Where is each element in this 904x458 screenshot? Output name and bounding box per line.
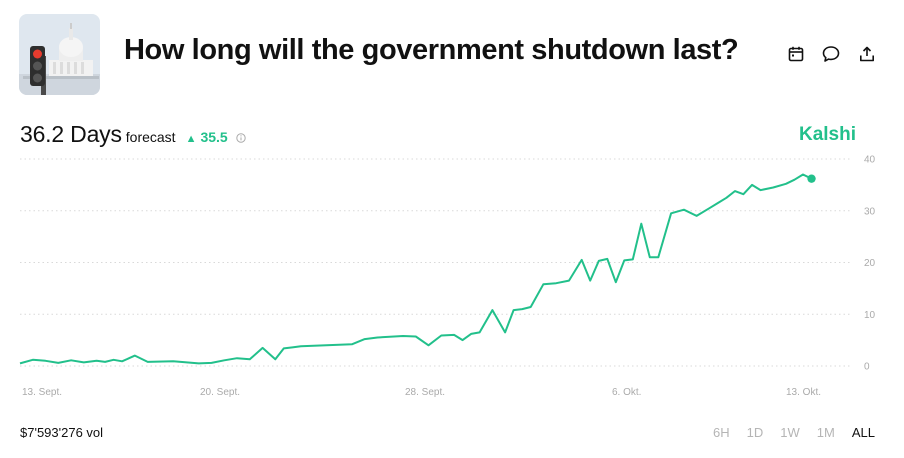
y-tick-label: 40 [864,155,876,166]
x-tick-label: 28. Sept. [405,387,445,398]
forecast-summary: 36.2 Days forecast ▲ 35.5 [20,121,246,148]
x-tick-label: 20. Sept. [200,387,240,398]
market-title: How long will the government shutdown la… [124,34,739,66]
forecast-label: forecast [125,129,176,145]
y-tick-label: 10 [864,310,876,321]
range-button-1d[interactable]: 1D [746,425,764,440]
brand-logo: Kalshi [798,124,856,145]
x-tick-label: 6. Okt. [612,387,641,398]
capitol-image [19,14,100,95]
range-button-6h[interactable]: 6H [713,425,730,440]
y-tick-label: 30 [864,206,876,217]
forecast-value: 36.2 Days [20,121,122,147]
forecast-delta: ▲ 35.5 [186,129,228,145]
share-icon[interactable] [856,43,878,65]
y-tick-label: 20 [864,258,876,269]
triangle-up-icon: ▲ [185,133,197,145]
info-icon[interactable] [236,130,246,148]
latest-point-marker [807,174,816,183]
volume-label: $7'593'276 vol [20,425,104,440]
comment-icon[interactable] [820,43,842,65]
x-tick-label: 13. Sept. [22,387,62,398]
x-tick-label: 13. Okt. [786,387,821,398]
market-thumbnail [19,14,100,95]
calendar-icon[interactable] [785,43,807,65]
range-button-1w[interactable]: 1W [780,425,800,440]
forecast-delta-value: 35.5 [200,129,228,145]
series-line [19,173,812,365]
y-tick-label: 0 [864,362,870,373]
range-button-1m[interactable]: 1M [816,425,835,440]
range-selector: 6H 1D 1W 1M ALL [696,425,875,440]
range-button-all[interactable]: ALL [851,425,875,440]
